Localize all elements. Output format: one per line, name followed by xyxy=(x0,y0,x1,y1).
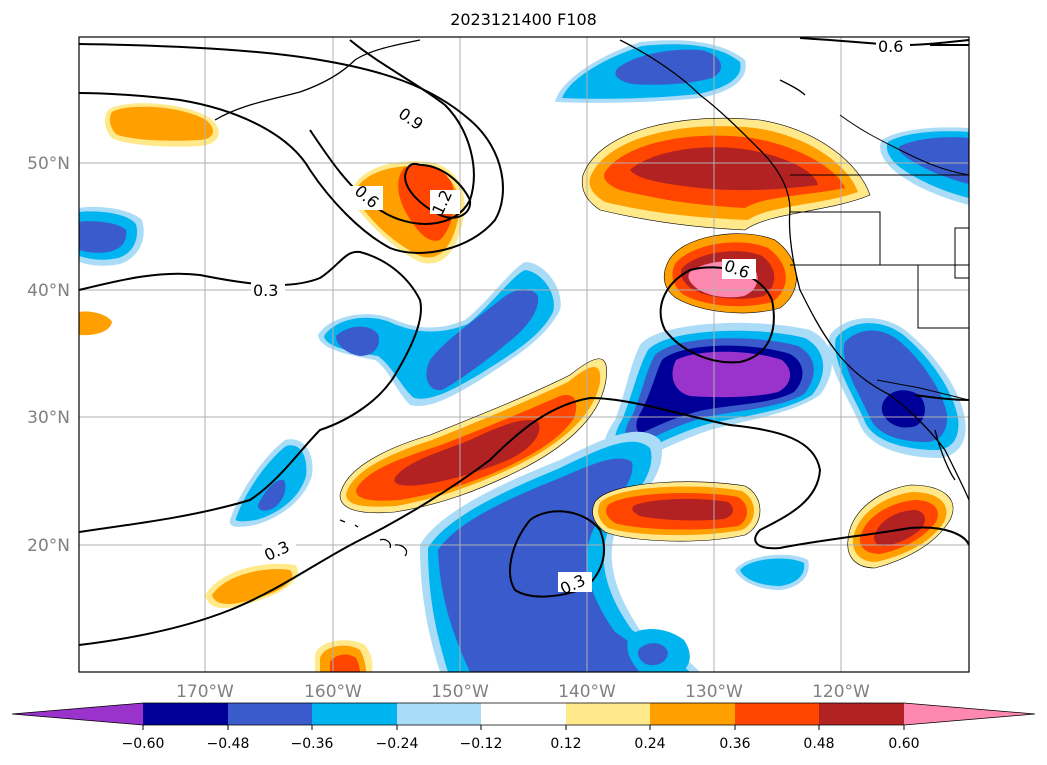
colorbar-extend-high xyxy=(904,703,1035,725)
lon-label: 130°W xyxy=(685,682,743,702)
colorbar-bin xyxy=(819,703,904,725)
colorbar-tick-label: 0.12 xyxy=(550,736,581,752)
colorbar-tick-label: 0.24 xyxy=(634,736,665,752)
lon-label: 160°W xyxy=(304,682,362,702)
colorbar-bin xyxy=(735,703,819,725)
lat-label: 40°N xyxy=(27,281,70,301)
contour-line xyxy=(79,250,422,533)
colorbar-bin xyxy=(228,703,312,725)
colorbar-tick-label: −0.36 xyxy=(291,736,334,752)
colorbar-bin xyxy=(566,703,650,725)
lat-label: 30°N xyxy=(27,408,70,428)
contour-line xyxy=(79,396,969,646)
colorbar-tick-label: −0.48 xyxy=(207,736,250,752)
colorbar-bin xyxy=(143,703,228,725)
lon-label: 140°W xyxy=(558,682,616,702)
lat-label: 20°N xyxy=(27,536,70,556)
colorbar-tick-label: 0.60 xyxy=(888,736,919,752)
colorbar-tick-label: −0.12 xyxy=(460,736,503,752)
latitude-labels: 50°N 40°N 30°N 20°N xyxy=(27,154,70,556)
contour-line xyxy=(79,43,504,254)
coastlines xyxy=(214,39,969,557)
colorbar-tick-label: −0.60 xyxy=(122,736,165,752)
lon-label: 170°W xyxy=(176,682,234,702)
colorbar-bin xyxy=(397,703,481,725)
shading-outlines xyxy=(339,117,954,569)
colorbar-bin xyxy=(312,703,397,725)
contour-label: 0.6 xyxy=(878,37,903,56)
colorbar-ticks xyxy=(142,725,905,730)
contour-line xyxy=(403,162,472,219)
colorbar-extend-low xyxy=(12,703,143,725)
colorbar-tick-label: −0.24 xyxy=(376,736,419,752)
field-shading xyxy=(79,40,969,672)
lon-label: 120°W xyxy=(812,682,870,702)
colorbar-bin xyxy=(481,703,566,725)
colorbar: −0.60 −0.48 −0.36 −0.24 −0.12 0.12 0.24 … xyxy=(11,702,1036,752)
lat-label: 50°N xyxy=(27,154,70,174)
map-title: 2023121400 F108 xyxy=(450,10,597,29)
contour-label: 0.3 xyxy=(253,281,278,300)
colorbar-tick-label: 0.36 xyxy=(719,736,750,752)
colorbar-bin xyxy=(650,703,735,725)
lon-label: 150°W xyxy=(431,682,489,702)
gridlines xyxy=(79,37,969,672)
contour-line xyxy=(914,394,969,401)
longitude-labels: 170°W 160°W 150°W 140°W 130°W 120°W xyxy=(176,682,870,702)
map-frame xyxy=(78,36,970,673)
colorbar-tick-label: 0.48 xyxy=(803,736,834,752)
